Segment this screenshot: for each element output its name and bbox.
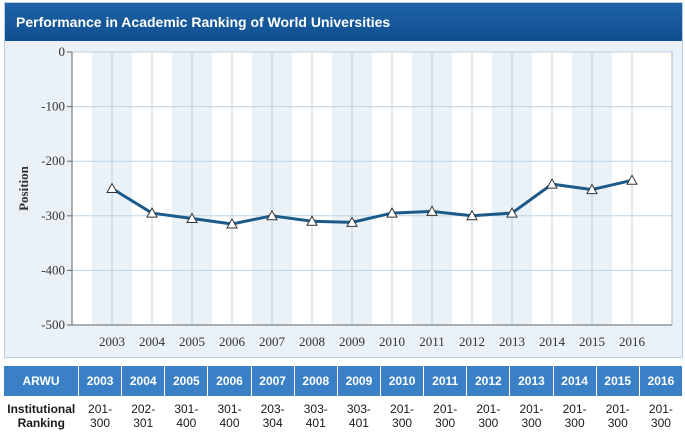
table-cell-ranking: 301- 400 (174, 402, 199, 430)
table-cell-ranking: 201- 300 (605, 402, 630, 430)
table-header-year: 2013 (509, 366, 554, 396)
x-tick-label: 2010 (379, 334, 405, 349)
table-header-year: 2014 (553, 366, 597, 396)
table-cell-ranking: 201- 300 (88, 402, 113, 430)
table-cell-ranking: 201- 300 (433, 402, 458, 430)
data-point (626, 174, 638, 185)
table-cell-ranking: 303- 401 (303, 402, 328, 430)
table-header-year: 2015 (596, 366, 640, 396)
x-tick-label: 2009 (339, 334, 365, 349)
y-tick-label: -500 (41, 317, 65, 332)
series-line (111, 178, 633, 226)
x-tick-label: 2008 (299, 334, 325, 349)
table-header-year: 2016 (639, 366, 684, 396)
table-header-year: 2008 (294, 366, 338, 396)
x-tick-label: 2006 (219, 334, 246, 349)
data-point (466, 209, 478, 221)
y-tick-label: -300 (41, 208, 65, 223)
data-point (146, 207, 158, 218)
y-tick-label: -100 (41, 99, 65, 114)
data-point (386, 207, 398, 218)
data-point (346, 216, 358, 227)
table-header-year: 2011 (423, 366, 468, 396)
table-cell-ranking: 201- 300 (519, 402, 544, 430)
x-tick-label: 2003 (99, 334, 125, 349)
data-point (506, 207, 518, 218)
table-cell-ranking: 301- 400 (217, 402, 242, 430)
table-header-label: ARWU (4, 366, 79, 396)
x-tick-label: 2005 (179, 334, 205, 349)
table-cell-ranking: 201- 300 (476, 402, 501, 430)
x-tick-label: 2004 (139, 334, 166, 349)
table-cell-ranking: 201- 300 (648, 402, 673, 430)
x-tick-label: 2016 (619, 334, 646, 349)
x-tick-label: 2015 (579, 334, 605, 349)
x-tick-label: 2013 (499, 334, 525, 349)
table-header-year: 2006 (207, 366, 252, 396)
data-point (586, 183, 598, 195)
data-point (186, 212, 198, 224)
y-tick-label: 0 (59, 44, 66, 59)
table-cell-ranking: 202- 301 (131, 402, 156, 430)
table-row-label: Institutional Ranking (7, 402, 76, 430)
table-header-row: ARWU 2003 2004 2005 2006 2007 2008 2009 2010 201… (4, 366, 684, 396)
title-bar: Performance in Academic Ranking of World… (5, 3, 682, 41)
table-header-year: 2003 (78, 366, 123, 396)
table-header-year: 2007 (251, 366, 295, 396)
data-point (546, 178, 558, 189)
line-chart: 0 -100 -200 -300 -400 -500 2003 2004 2005 2006 200… (16, 44, 673, 349)
y-tick-label: -400 (41, 262, 65, 277)
y-tick-label: -200 (41, 153, 65, 168)
x-tick-label: 2014 (539, 334, 566, 349)
table-header-year: 2005 (164, 366, 209, 396)
x-tick-label: 2012 (459, 334, 485, 349)
x-tick-label: 2011 (419, 334, 445, 349)
table-header-year: 2009 (337, 366, 381, 396)
table-cell-ranking: 201- 300 (562, 402, 587, 430)
data-point (226, 217, 238, 229)
table-header-year: 2004 (121, 366, 166, 396)
x-tick-label: 2007 (259, 334, 286, 349)
table-header-year: 2010 (380, 366, 425, 396)
data-point (106, 182, 118, 193)
y-axis-label: Position (16, 165, 31, 211)
table-row: Institutional Ranking 201- 300 202- 301 30… (4, 396, 683, 436)
ranking-table: ARWU 2003 2004 2005 2006 2007 2008 2009 2010 201… (4, 366, 684, 436)
data-point (426, 205, 438, 216)
chart-title: Performance in Academic Ranking of World… (16, 14, 391, 30)
data-point (266, 209, 278, 221)
data-point (306, 215, 318, 226)
table-cell-ranking: 203- 304 (260, 402, 285, 430)
table-header-year: 2012 (466, 366, 511, 396)
table-cell-ranking: 303- 401 (346, 402, 371, 430)
table-cell-ranking: 201- 300 (390, 402, 415, 430)
